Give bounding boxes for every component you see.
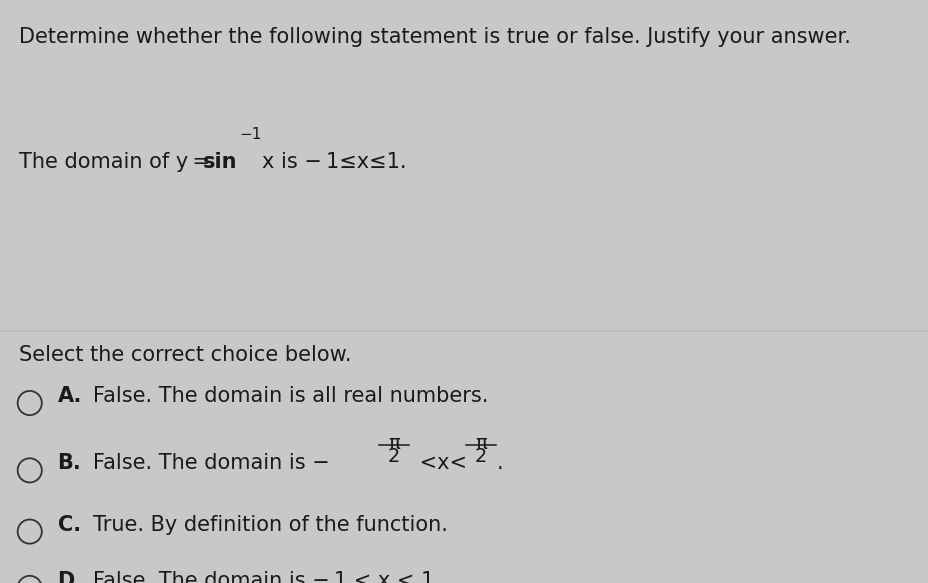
Text: .: . bbox=[496, 454, 503, 473]
Text: C.: C. bbox=[58, 515, 81, 535]
Text: False. The domain is all real numbers.: False. The domain is all real numbers. bbox=[93, 386, 488, 406]
Text: B.: B. bbox=[58, 454, 82, 473]
Text: D.: D. bbox=[58, 571, 83, 583]
Text: 2: 2 bbox=[387, 447, 400, 466]
Text: False. The domain is − 1 < x < 1.: False. The domain is − 1 < x < 1. bbox=[93, 571, 440, 583]
Text: sin: sin bbox=[202, 152, 237, 172]
Text: Select the correct choice below.: Select the correct choice below. bbox=[19, 346, 351, 366]
Text: Determine whether the following statement is true or false. Justify your answer.: Determine whether the following statemen… bbox=[19, 27, 849, 47]
Text: 2: 2 bbox=[474, 447, 487, 466]
Text: True. By definition of the function.: True. By definition of the function. bbox=[93, 515, 447, 535]
Text: −1: −1 bbox=[239, 127, 262, 142]
Text: π: π bbox=[475, 434, 486, 453]
Text: A.: A. bbox=[58, 386, 82, 406]
Text: x is − 1≤x≤1.: x is − 1≤x≤1. bbox=[262, 152, 406, 172]
Text: <x<: <x< bbox=[413, 454, 467, 473]
Text: π: π bbox=[388, 434, 399, 453]
Text: The domain of y =: The domain of y = bbox=[19, 152, 213, 172]
Text: False. The domain is −: False. The domain is − bbox=[93, 454, 329, 473]
